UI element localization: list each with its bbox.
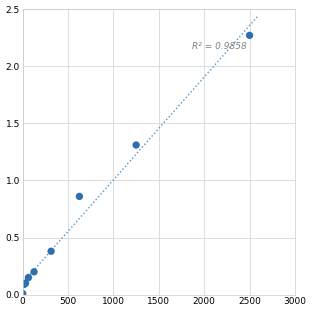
Point [247,33,252,38]
Point [23,281,28,286]
Point [26,275,31,280]
Point [32,269,37,274]
Text: R² = 0.9858: R² = 0.9858 [193,42,247,51]
Point [49,249,54,254]
Point [20,291,25,296]
Point [77,194,82,199]
Point [22,282,27,287]
Point [134,143,139,148]
